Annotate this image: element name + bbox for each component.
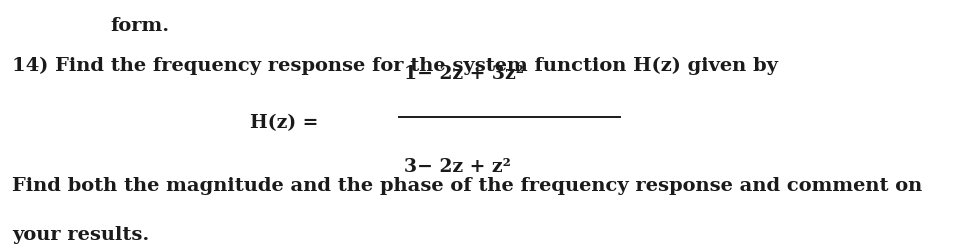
Text: 3− 2z + z²: 3− 2z + z² <box>404 158 510 176</box>
Text: Find both the magnitude and the phase of the frequency response and comment on: Find both the magnitude and the phase of… <box>12 177 923 195</box>
Text: form.: form. <box>111 17 170 35</box>
Text: H(z) =: H(z) = <box>250 115 318 132</box>
Text: 14) Find the frequency response for the system function H(z) given by: 14) Find the frequency response for the … <box>12 57 778 75</box>
Text: 1− 2z + 3z²: 1− 2z + 3z² <box>404 65 524 83</box>
Text: your results.: your results. <box>12 226 150 244</box>
